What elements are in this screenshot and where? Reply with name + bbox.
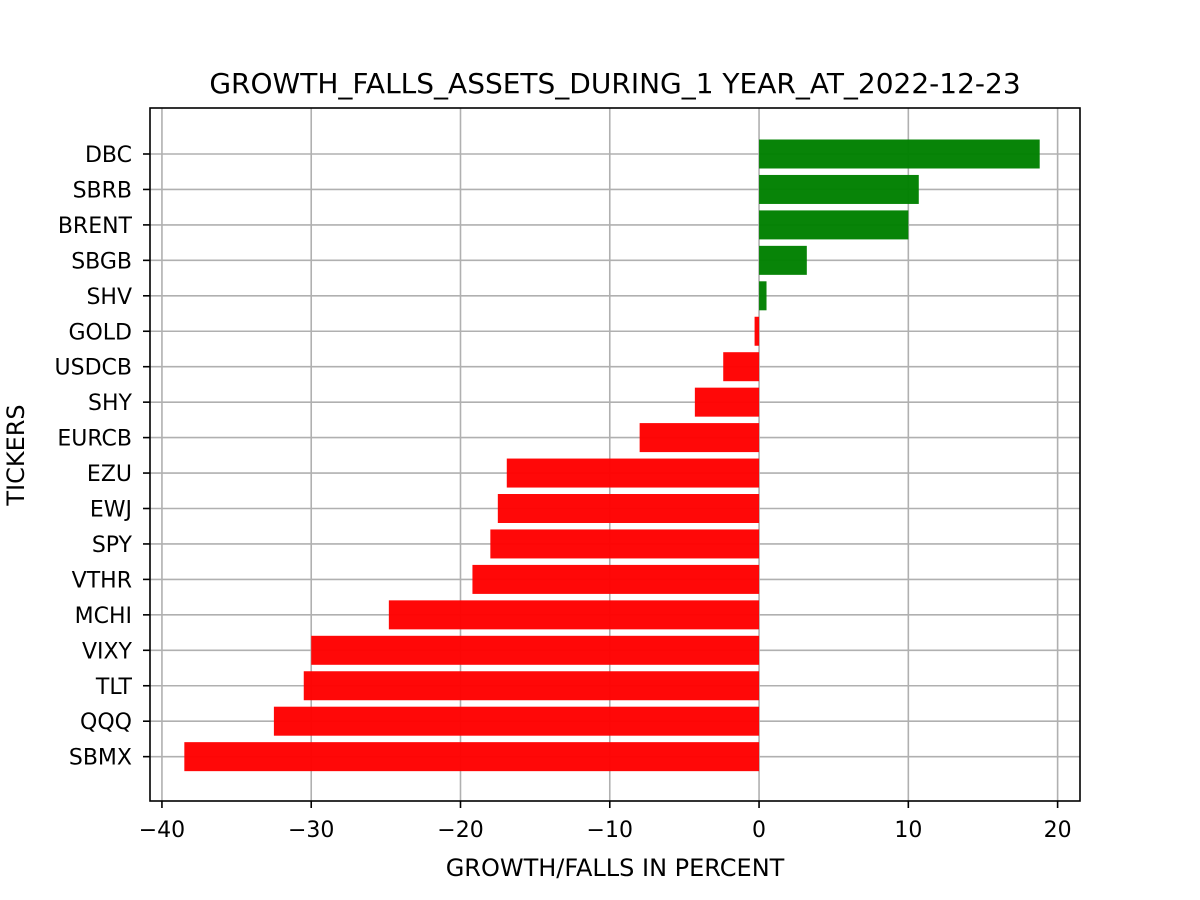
chart-title: GROWTH_FALLS_ASSETS_DURING_1 YEAR_AT_202…	[209, 67, 1020, 100]
bar-sbgb	[759, 245, 807, 275]
y-axis: DBC SBRB BRENT SBGB SHV GOLD USDCB SHY EURCB EZU E…	[55, 143, 150, 771]
x-tick-label: −10	[587, 818, 633, 843]
y-tick-label: SBMX	[69, 746, 132, 771]
y-tick-label: SHV	[86, 285, 132, 310]
bar-qqq	[273, 706, 760, 736]
x-tick-label: 20	[1044, 818, 1072, 843]
y-tick-label: VTHR	[72, 568, 132, 593]
bar-ewj	[497, 494, 760, 523]
bar-gold	[754, 316, 760, 346]
x-tick-label: −40	[139, 818, 185, 843]
y-tick-label: BRENT	[58, 214, 133, 239]
x-tick-label: 10	[894, 818, 922, 843]
y-tick-label: EWJ	[90, 498, 132, 523]
y-tick-label: DBC	[85, 143, 132, 168]
bars	[184, 139, 1040, 772]
bar-eurcb	[639, 423, 760, 453]
y-tick-label: EURCB	[57, 427, 132, 452]
y-tick-label: SHY	[88, 391, 133, 416]
bar-usdcb	[723, 352, 760, 382]
y-tick-label: USDCB	[55, 356, 132, 381]
x-tick-label: −30	[288, 818, 334, 843]
y-tick-label: SBGB	[71, 249, 132, 274]
y-tick-label: GOLD	[68, 320, 132, 345]
x-axis: −40 −30 −20 −10 0 10 20	[139, 801, 1072, 843]
bar-sbmx	[184, 742, 760, 772]
bar-tlt	[303, 671, 760, 701]
bar-mchi	[388, 600, 760, 630]
bar-brent	[759, 210, 909, 240]
bar-dbc	[759, 139, 1040, 169]
bar-shy	[694, 387, 760, 417]
y-tick-label: QQQ	[80, 710, 132, 735]
y-tick-label: SBRB	[73, 178, 132, 203]
bar-vixy	[311, 635, 760, 665]
x-tick-label: 0	[752, 818, 766, 843]
y-tick-label: SPY	[92, 533, 133, 558]
y-tick-label: VIXY	[82, 639, 133, 664]
x-tick-label: −20	[437, 818, 483, 843]
bar-vthr	[472, 564, 760, 594]
y-tick-label: EZU	[87, 462, 132, 487]
y-axis-label: TICKERS	[2, 404, 30, 506]
y-tick-label: MCHI	[75, 604, 132, 629]
bar-ezu	[506, 458, 760, 488]
plot-frame	[149, 107, 1081, 802]
bar-spy	[490, 529, 760, 559]
bar-shv	[759, 281, 767, 311]
x-axis-label: GROWTH/FALLS IN PERCENT	[446, 854, 785, 882]
bar-sbrb	[759, 174, 919, 204]
y-tick-label: TLT	[95, 675, 133, 700]
